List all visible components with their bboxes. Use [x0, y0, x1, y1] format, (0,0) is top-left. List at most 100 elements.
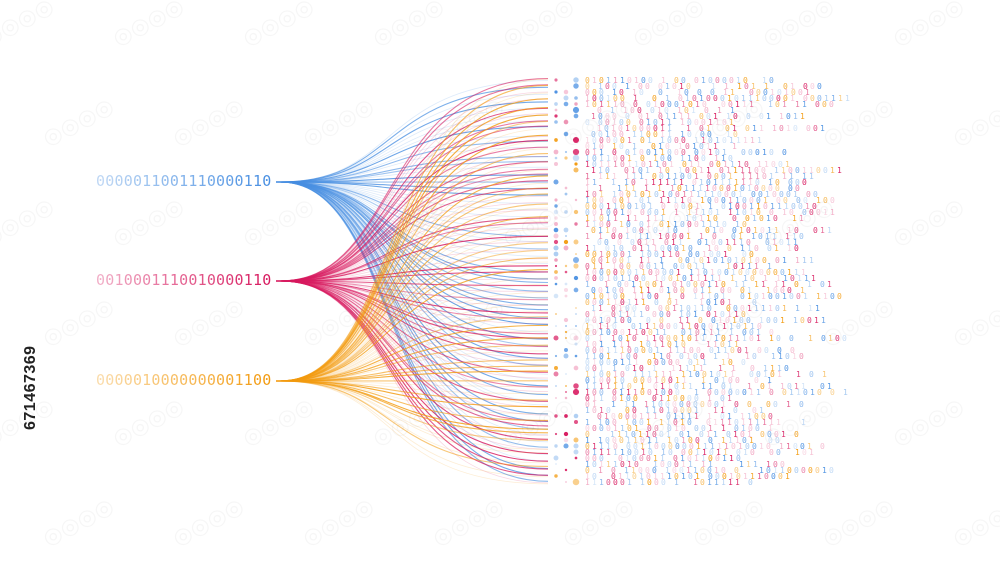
- matrix-digit: 0: [668, 388, 673, 397]
- matrix-digit: 1: [803, 292, 808, 301]
- matrix-digit: 1: [631, 184, 636, 193]
- matrix-digit: 1: [762, 76, 767, 85]
- matrix-digit: 1: [686, 112, 691, 121]
- matrix-digit: 0: [755, 256, 760, 265]
- matrix-digit: 0: [678, 94, 683, 103]
- matrix-digit: 0: [780, 286, 785, 295]
- matrix-digit: 0: [592, 190, 597, 199]
- matrix-digit: 0: [634, 448, 639, 457]
- matrix-digit: 1: [592, 382, 597, 391]
- matrix-digit: 0: [679, 232, 684, 241]
- matrix-digit: 0: [742, 220, 747, 229]
- matrix-digit: 0: [695, 370, 700, 379]
- matrix-digit: 0: [667, 136, 672, 145]
- matrix-digit: 1: [779, 442, 784, 451]
- matrix-digit: 0: [712, 184, 717, 193]
- matrix-digit: 0: [646, 454, 651, 463]
- matrix-digit: 0: [631, 178, 636, 187]
- matrix-digit: 1: [625, 472, 630, 481]
- matrix-digit: 0: [842, 334, 847, 343]
- matrix-digit: 0: [714, 400, 719, 409]
- matrix-digit: 0: [646, 130, 651, 139]
- matrix-digit: 1: [748, 418, 753, 427]
- matrix-digit: 1: [695, 448, 700, 457]
- matrix-digit: 0: [742, 436, 747, 445]
- matrix-digit: 1: [679, 310, 684, 319]
- matrix-digit: 1: [631, 280, 636, 289]
- matrix-digit: 0: [658, 88, 663, 97]
- matrix-digit: 1: [627, 358, 632, 367]
- matrix-digit: 1: [693, 310, 698, 319]
- matrix-digit: 0: [618, 454, 623, 463]
- matrix-digit: 1: [680, 454, 685, 463]
- matrix-digit: 1: [701, 334, 706, 343]
- matrix-digit: 0: [679, 400, 684, 409]
- matrix-digit: 0: [783, 196, 788, 205]
- matrix-digit: 0: [585, 376, 590, 385]
- matrix-digit: 0: [606, 250, 611, 259]
- output-dot: [572, 136, 580, 144]
- matrix-digit: 0: [744, 82, 749, 91]
- output-dot: [564, 282, 568, 286]
- output-dot: [564, 156, 568, 160]
- matrix-digit: 0: [672, 232, 677, 241]
- matrix-digit: 1: [606, 100, 611, 109]
- matrix-digit: 1: [695, 202, 700, 211]
- matrix-digit: 0: [817, 94, 822, 103]
- matrix-digit: 0: [639, 220, 644, 229]
- matrix-digit: 0: [597, 412, 602, 421]
- output-dot: [564, 396, 568, 400]
- matrix-digit: 1: [599, 316, 604, 325]
- matrix-digit: 1: [699, 364, 704, 373]
- matrix-digit: 0: [624, 280, 629, 289]
- matrix-digit: 1: [658, 166, 663, 175]
- matrix-digit: 1: [679, 178, 684, 187]
- matrix-digit: 0: [659, 406, 664, 415]
- matrix-digit: 0: [591, 130, 596, 139]
- matrix-digit: 1: [713, 430, 718, 439]
- matrix-digit: 1: [762, 148, 767, 157]
- matrix-digit: 0: [820, 280, 825, 289]
- matrix-digit: 1: [684, 184, 689, 193]
- matrix-digit: 1: [750, 472, 755, 481]
- matrix-digit: 0: [662, 268, 667, 277]
- output-dot: [563, 119, 569, 125]
- matrix-digit: 0: [714, 292, 719, 301]
- matrix-digit: 1: [598, 418, 603, 427]
- matrix-digit: 1: [666, 196, 671, 205]
- matrix-digit: 0: [775, 436, 780, 445]
- matrix-digit: 0: [795, 178, 800, 187]
- matrix-digit: 0: [652, 466, 657, 475]
- matrix-digit: 0: [699, 142, 704, 151]
- matrix-digit: 1: [694, 136, 699, 145]
- matrix-digit: 1: [716, 346, 721, 355]
- connection-curve: [279, 181, 549, 237]
- matrix-digit: 0: [712, 232, 717, 241]
- matrix-digit: 0: [766, 316, 771, 325]
- matrix-digit: 1: [710, 442, 715, 451]
- matrix-digit: 1: [708, 382, 713, 391]
- matrix-digit: 0: [626, 262, 631, 271]
- matrix-digit: 1: [673, 196, 678, 205]
- matrix-digit: 0: [612, 286, 617, 295]
- matrix-digit: 1: [802, 100, 807, 109]
- matrix-digit: 1: [633, 214, 638, 223]
- matrix-digit: 1: [647, 442, 652, 451]
- matrix-digit: 0: [585, 334, 590, 343]
- matrix-digit: 1: [712, 226, 717, 235]
- matrix-digit: 0: [748, 478, 753, 487]
- matrix-digit: 0: [639, 148, 644, 157]
- matrix-digit: 0: [771, 472, 776, 481]
- matrix-digit: 1: [774, 166, 779, 175]
- matrix-digit: 0: [592, 340, 597, 349]
- matrix-digit: 0: [778, 472, 783, 481]
- matrix-digit: 0: [673, 394, 678, 403]
- matrix-digit: 1: [754, 304, 759, 313]
- matrix-digit: 0: [695, 328, 700, 337]
- matrix-digit: 0: [686, 280, 691, 289]
- matrix-digit: 0: [627, 202, 632, 211]
- output-dot: [564, 264, 568, 268]
- matrix-digit: 1: [815, 304, 820, 313]
- matrix-digit: 0: [726, 184, 731, 193]
- connection-curve: [279, 280, 549, 402]
